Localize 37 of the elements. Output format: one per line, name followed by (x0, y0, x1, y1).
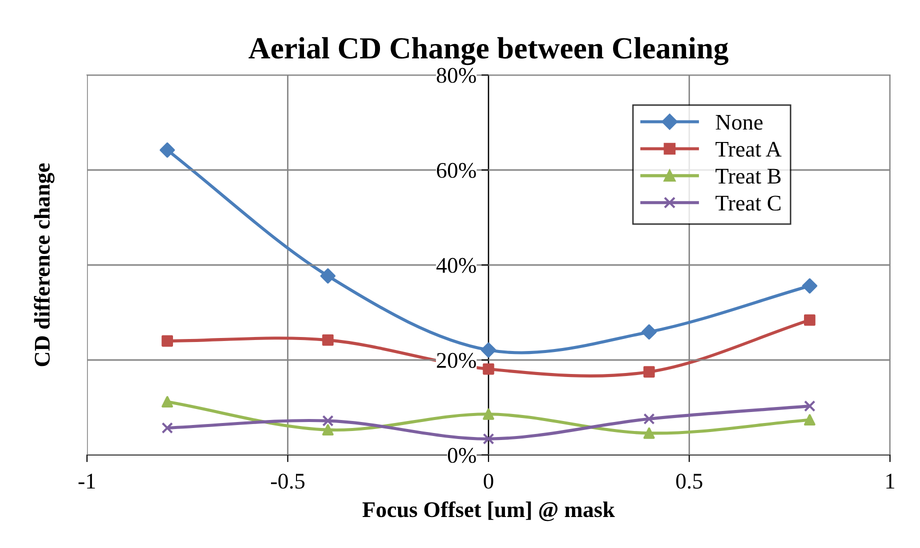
x-tick-label: -1 (78, 474, 95, 488)
x-tick-label: 0.5 (676, 474, 702, 489)
point (320, 268, 336, 284)
point (162, 396, 174, 408)
point (322, 334, 334, 346)
y-tick-label: 40% (436, 258, 476, 273)
x-axis-title: Focus Offset [um] @ mask (362, 501, 615, 522)
chart-title: Aerial CD Change between Cleaning (248, 37, 728, 66)
point (643, 366, 655, 378)
legend-label: None (716, 115, 763, 130)
x-tick-label: 1 (886, 474, 894, 488)
point (162, 335, 174, 347)
y-axis-title: CD difference change (34, 163, 54, 366)
x-tick-label: -0.5 (270, 474, 304, 489)
point (641, 324, 657, 340)
point (162, 422, 174, 434)
y-tick-label: 20% (436, 352, 476, 368)
point (482, 433, 494, 445)
point (322, 415, 334, 427)
point (804, 314, 816, 326)
point (804, 414, 816, 426)
point (643, 413, 655, 425)
x-tick-label: 0 (484, 474, 494, 489)
point (482, 408, 494, 420)
point (643, 427, 655, 439)
y-tick-label: 80% (436, 68, 476, 83)
y-tick-label: 0% (448, 448, 476, 463)
point (480, 342, 496, 358)
point (322, 424, 334, 436)
point (482, 363, 494, 375)
y-tick-label: 60% (436, 162, 476, 178)
legend-label: Treat A (716, 142, 782, 157)
legend-label: Treat B (716, 168, 781, 184)
point (804, 400, 816, 412)
point (802, 278, 818, 294)
point (160, 142, 175, 158)
legend-label: Treat C (716, 196, 780, 211)
